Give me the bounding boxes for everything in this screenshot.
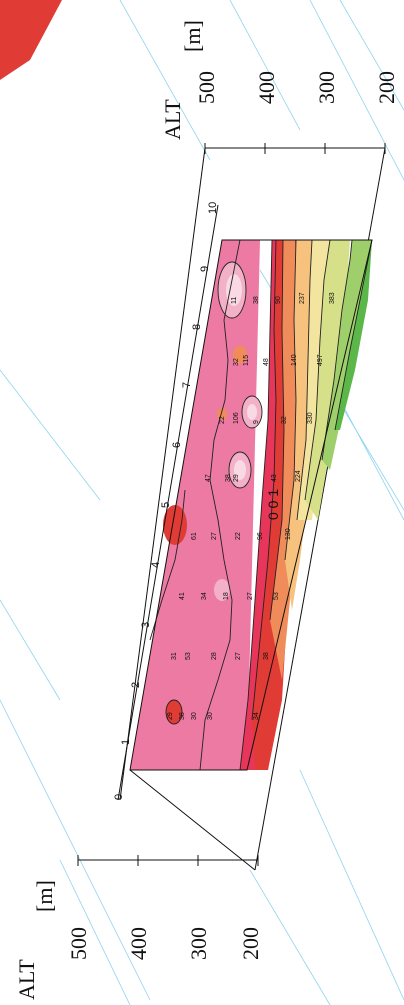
blob-orange-2 [217,408,227,420]
distance-tick-4: 4 [150,562,162,568]
corner-red-mark [0,0,62,80]
pt-r5-1: 38 [263,652,270,660]
pt-r2-4: 38 [225,474,232,482]
left-altitude-axis: 500 400 300 200 ALT [m] [14,855,263,1000]
pt-r2-0: 38 [179,712,186,720]
pt-r2-1: 53 [185,652,192,660]
pt-r3-6: 38 [253,296,260,304]
pt-r3-5: 48 [263,358,270,366]
pt-r5-4: 130 [285,528,292,540]
distance-tick-7: 7 [181,382,193,388]
distance-tick-10: 10 [207,202,219,214]
right-tick-200: 200 [374,71,399,104]
pt-r5-7: 497 [317,354,324,366]
distance-tick-8: 8 [191,324,203,330]
pt-r4-0: 30 [207,712,214,720]
zone-peach [285,240,314,610]
blob-pale-pink-1 [226,274,242,306]
left-axis-unit: [m] [32,880,57,912]
pt-r1-2: 41 [179,592,186,600]
pt-r5-6: 330 [307,412,314,424]
pt-r4-4: 43 [271,474,278,482]
contour-label: 0 0 1 [265,489,281,520]
pt-r3-1: 28 [211,652,218,660]
left-tick-400: 400 [126,927,151,960]
pt-r3-0: 30 [191,712,198,720]
pt-r4-2: 27 [247,592,254,600]
distance-tick-0: 0 [113,794,125,800]
section-outline [129,239,373,771]
left-tick-200: 200 [238,927,263,960]
pt-r4-3: 22 [235,532,242,540]
zone-light-green [322,240,372,470]
right-axis-unit: [m] [180,20,205,52]
distance-tick-6: 6 [171,442,183,448]
pt-r2-7: 11 [231,297,238,304]
right-tick-400: 400 [254,71,279,104]
pt-r3-3: 29 [233,474,240,482]
data-point-labels: 29 31 41 61 47 22 32 38 53 34 27 38 106 … [167,292,336,720]
left-axis-title: ALT [14,959,39,1000]
zone-lime [305,240,350,520]
pt-r4-1: 27 [235,652,242,660]
pt-r3-2: 18 [223,592,230,600]
distance-tick-5: 5 [160,502,172,508]
pt-r1-4: 47 [205,474,212,482]
pt-r5-8: 383 [329,292,336,304]
pt-r2-3: 27 [211,532,218,540]
blob-orange-1 [233,346,247,364]
pt-r1-1: 31 [171,652,178,660]
left-tick-500: 500 [66,927,91,960]
distance-tick-1: 1 [120,739,132,745]
pt-r2-2: 34 [201,592,208,600]
pt-r1-6: 32 [233,358,240,366]
pt-r4-6: 140 [291,354,298,366]
contour-section [129,239,373,771]
blob-red-1 [166,700,182,724]
right-tick-300: 300 [314,71,339,104]
pt-r5-5: 224 [295,470,302,482]
pt-r5-0: 34 [253,712,260,720]
pt-r4-5: 32 [281,416,288,424]
distance-tick-9: 9 [199,266,211,272]
right-altitude-axis: 500 400 300 200 ALT [m] [160,20,399,154]
pt-r4-8: 237 [299,292,306,304]
pt-r1-5: 22 [219,416,226,424]
pt-r4-7: 90 [275,296,282,304]
distance-tick-3: 3 [140,622,152,628]
zone-pink [130,240,260,770]
pt-r2-6: 115 [243,355,250,366]
pt-r3-4: 9 [253,420,260,424]
right-tick-500: 500 [194,71,219,104]
pt-r5-3: 96 [257,532,264,540]
blob-red-2 [163,505,187,545]
contour-lines [149,239,373,771]
pt-r2-5: 106 [233,412,240,424]
right-axis-title: ALT [160,99,185,140]
pt-r1-3: 61 [191,532,198,540]
blob-light-pink-4 [214,579,230,601]
blob-pale-pink-2 [247,404,257,420]
distance-axis: 0 1 2 3 4 5 6 7 8 9 10 [113,202,219,801]
left-tick-300: 300 [186,927,211,960]
pt-r5-2: 53 [273,592,280,600]
distance-tick-2: 2 [130,682,142,688]
pt-r1-0: 29 [167,712,174,720]
blob-pale-pink-3 [234,460,246,480]
